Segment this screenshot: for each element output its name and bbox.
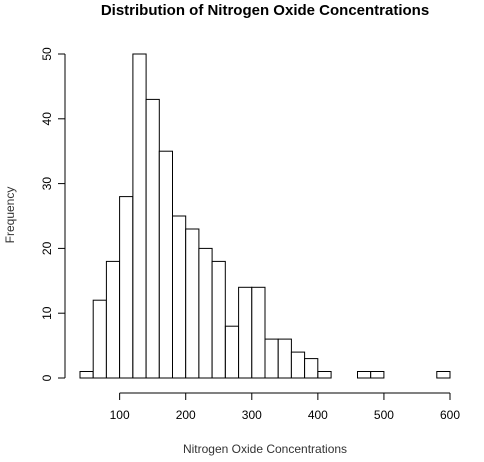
histogram-bar [436,371,451,379]
histogram-bar [172,215,187,379]
histogram-bar [145,98,160,379]
histogram-bar [119,196,134,379]
histogram-bar [317,371,332,379]
histogram-bar [224,325,240,379]
x-axis: 100 200 300 400 500 600 [110,392,460,422]
histogram-bar [105,260,121,379]
histogram-bar [357,371,372,379]
histogram-bar [264,338,279,379]
histogram-bar [211,260,226,379]
bars-group [79,53,451,379]
histogram-bar [132,53,147,379]
histogram-bar [79,371,94,379]
histogram-bar [198,247,213,379]
y-tick-label: 50 [40,47,54,61]
y-tick-label: 0 [40,374,54,381]
y-tick-label: 20 [40,241,54,255]
histogram-bar [277,338,292,379]
x-tick-label: 100 [110,408,130,422]
x-axis-label: Nitrogen Oxide Concentrations [183,442,347,456]
x-tick-label: 600 [440,408,460,422]
y-tick-label: 10 [40,306,54,320]
histogram-bar [158,150,174,379]
chart-title: Distribution of Nitrogen Oxide Concentra… [101,2,429,19]
histogram-bar [238,286,253,379]
y-tick-label: 40 [40,112,54,126]
histogram-bar [92,299,107,379]
x-tick-label: 300 [242,408,262,422]
y-axis: 0 10 20 30 40 50 [40,47,66,381]
x-tick-label: 500 [374,408,394,422]
histogram-bar [290,351,306,379]
histogram-bar [370,371,385,379]
y-tick-label: 30 [40,177,54,191]
histogram-bar [304,358,319,379]
x-tick-label: 200 [176,408,196,422]
histogram-bar [185,228,200,379]
y-axis-label: Frequency [3,187,17,244]
x-tick-label: 400 [308,408,328,422]
histogram-bar [251,286,266,379]
